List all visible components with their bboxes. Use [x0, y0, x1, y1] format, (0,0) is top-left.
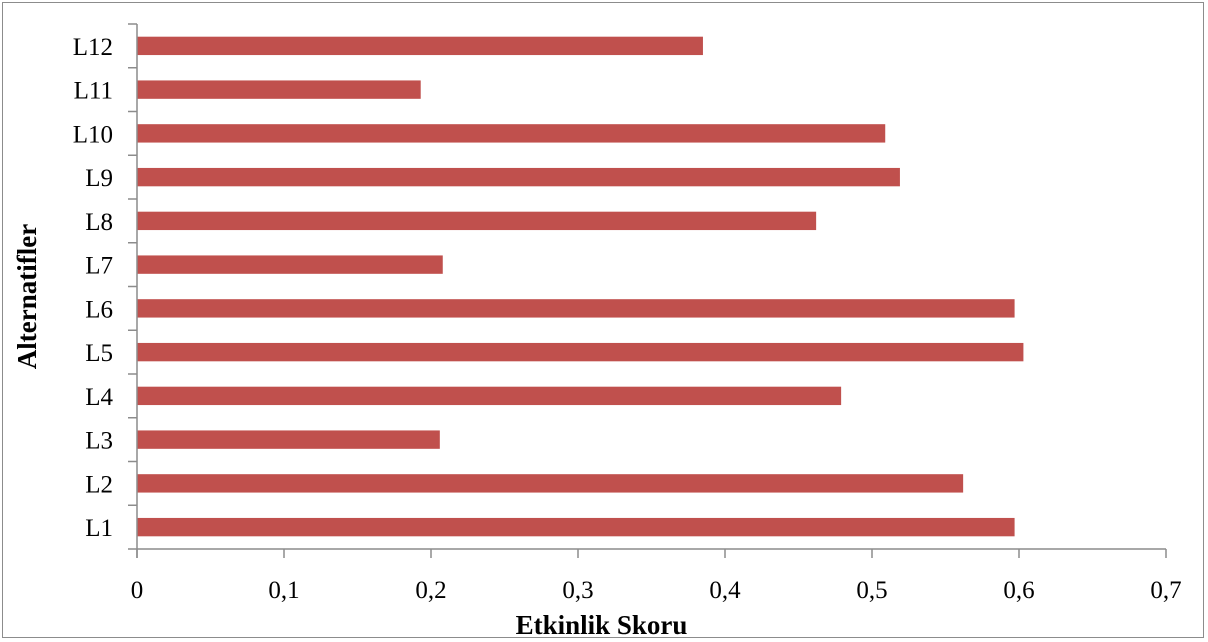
y-tick-label-l2: L2	[85, 471, 113, 498]
y-tick-label-l8: L8	[85, 209, 113, 236]
bars-group	[137, 36, 1024, 537]
x-tick-label: 0,1	[268, 577, 299, 604]
y-axis-title: Alternatifler	[12, 224, 42, 369]
bar-l12	[137, 36, 703, 56]
x-tick-label: 0,7	[1150, 577, 1181, 604]
y-tick-label-l5: L5	[85, 340, 113, 367]
y-tick-label-l12: L12	[73, 34, 113, 61]
y-tick-label-l7: L7	[85, 253, 113, 280]
y-tick-label-l4: L4	[85, 384, 113, 411]
y-tick-label-l11: L11	[74, 78, 113, 105]
bar-l8	[137, 211, 817, 231]
bar-l3	[137, 430, 440, 449]
bar-l1	[137, 517, 1015, 537]
y-tick-label-l10: L10	[73, 121, 113, 148]
y-tick-label-l3: L3	[85, 428, 113, 455]
x-tick-label: 0,5	[856, 577, 887, 604]
x-tick-label: 0	[131, 577, 144, 604]
bar-l6	[137, 299, 1015, 318]
bar-l10	[137, 124, 886, 143]
x-tick-label: 0,3	[562, 577, 593, 604]
x-axis-title: Etkinlik Skoru	[516, 610, 688, 640]
bar-l7	[137, 255, 443, 274]
x-axis-ticks: 0 0,1 0,2 0,3 0,4 0,5 0,6 0,7	[131, 549, 1182, 604]
bar-l9	[137, 167, 900, 187]
bar-l5	[137, 342, 1024, 362]
y-tick-label-l6: L6	[85, 296, 113, 323]
bar-l4	[137, 386, 842, 406]
y-axis-ticks: L1 L2 L3 L4 L5 L6 L7 L8 L9 L10 L11 L12	[73, 23, 137, 542]
x-tick-label: 0,4	[709, 577, 741, 604]
bar-l2	[137, 474, 964, 493]
bar-l11	[137, 80, 421, 99]
y-tick-label-l9: L9	[85, 165, 113, 192]
y-tick-label-l1: L1	[85, 515, 113, 542]
x-tick-label: 0,6	[1003, 577, 1034, 604]
x-tick-label: 0,2	[415, 577, 446, 604]
